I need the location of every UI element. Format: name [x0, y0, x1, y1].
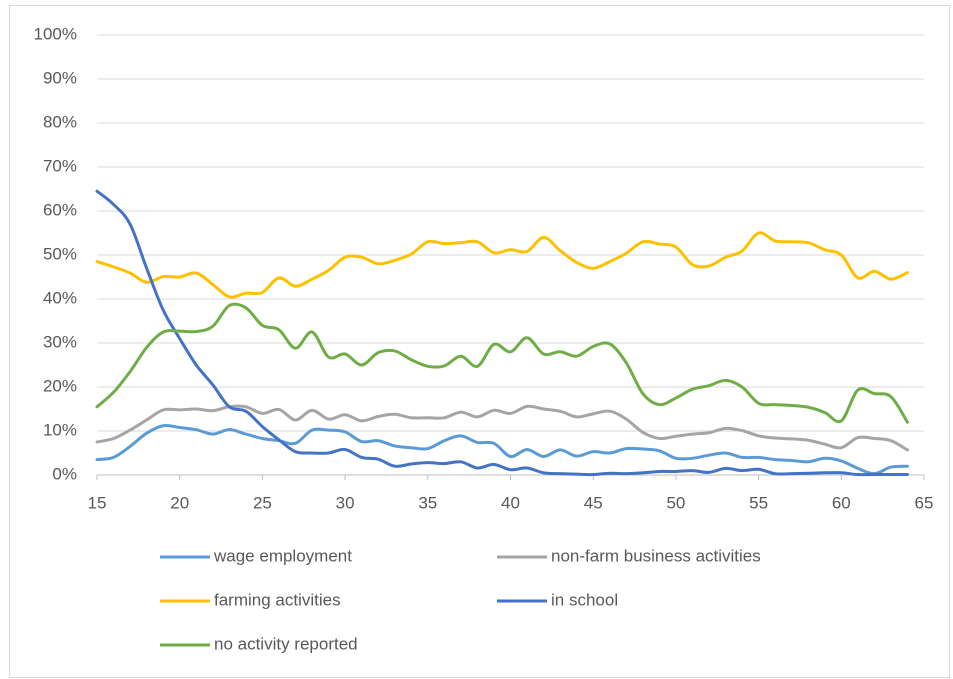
x-tick-label: 20: [170, 493, 189, 512]
legend-label: wage employment: [213, 546, 352, 565]
legend-label: no activity reported: [214, 634, 358, 653]
x-tick-label: 25: [253, 493, 272, 512]
chart-border: [9, 5, 950, 678]
y-tick-label: 0%: [52, 464, 77, 483]
legend-label: non-farm business activities: [551, 546, 761, 565]
x-tick-label: 40: [501, 493, 520, 512]
x-tick-label: 65: [915, 493, 934, 512]
series-line: [95, 423, 909, 476]
series-line: [95, 189, 909, 477]
series-line: [95, 404, 909, 452]
x-tick-label: 30: [336, 493, 355, 512]
x-tick-label: 15: [88, 493, 107, 512]
x-tick-label: 55: [749, 493, 768, 512]
y-tick-label: 30%: [43, 332, 77, 351]
series-line: [95, 302, 909, 424]
y-tick-label: 20%: [43, 376, 77, 395]
x-tick-label: 45: [584, 493, 603, 512]
y-tick-label: 10%: [43, 420, 77, 439]
x-tick-label: 35: [418, 493, 437, 512]
y-tick-label: 50%: [43, 244, 77, 263]
legend-label: farming activities: [214, 590, 341, 609]
y-tick-label: 90%: [43, 68, 77, 87]
legend-label: in school: [551, 590, 618, 609]
y-tick-label: 70%: [43, 156, 77, 175]
y-tick-label: 80%: [43, 112, 77, 131]
y-tick-label: 100%: [34, 24, 77, 43]
x-tick-label: 60: [832, 493, 851, 512]
series-line: [95, 231, 909, 299]
x-tick-label: 50: [666, 493, 685, 512]
y-tick-label: 40%: [43, 288, 77, 307]
y-tick-label: 60%: [43, 200, 77, 219]
